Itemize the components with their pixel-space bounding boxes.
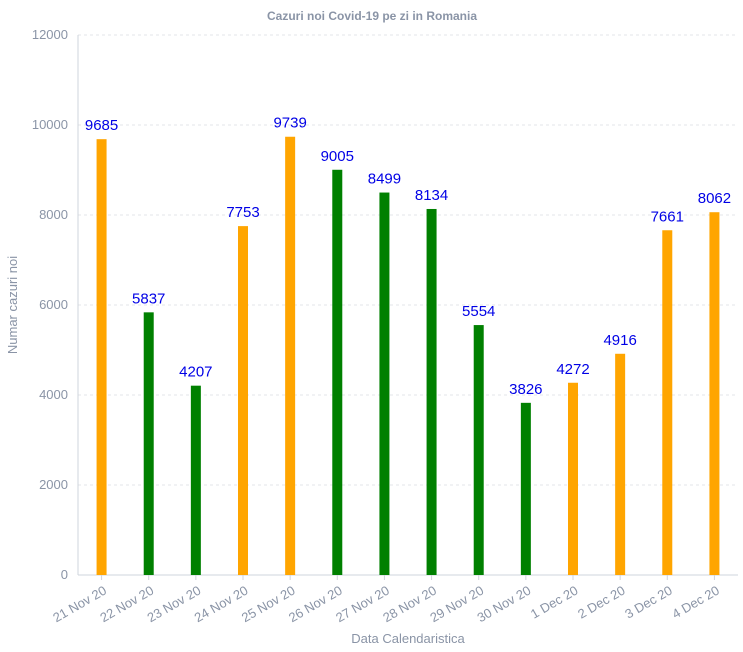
data-labels: 9685 5837 4207 7753 9739 9005 8499 8134 5554 3826… <box>85 115 731 398</box>
x-tick-label: 2 Dec 20 <box>575 583 628 622</box>
data-label: 8062 <box>698 190 731 207</box>
data-label: 9739 <box>273 115 306 132</box>
bar <box>96 139 107 576</box>
chart-title: Cazuri noi Covid-19 pe zi in Romania <box>267 9 477 23</box>
x-axis-title: Data Calendaristica <box>351 631 465 646</box>
data-label: 4207 <box>179 364 212 381</box>
data-label: 8134 <box>415 187 448 204</box>
bars <box>96 136 720 576</box>
bar <box>568 382 578 575</box>
data-label: 8499 <box>368 171 401 188</box>
y-tick-label: 2000 <box>39 477 68 492</box>
data-label: 7661 <box>651 208 684 225</box>
bar <box>190 385 201 575</box>
data-label: 9005 <box>321 148 354 165</box>
y-tick-label: 4000 <box>39 387 68 402</box>
data-label: 4272 <box>556 361 589 378</box>
x-tick-label: 30 Nov 20 <box>475 583 534 626</box>
bar <box>426 208 437 575</box>
data-label: 7753 <box>226 204 259 221</box>
data-label: 9685 <box>85 117 118 134</box>
data-label: 3826 <box>509 381 542 398</box>
bar <box>238 226 248 576</box>
y-tick-label: 6000 <box>39 297 68 312</box>
bar <box>709 212 720 575</box>
data-label: 4916 <box>603 332 636 349</box>
y-axis-title: Numar cazuri noi <box>5 256 20 354</box>
bar <box>143 312 154 575</box>
bar <box>662 230 673 575</box>
data-label: 5554 <box>462 303 495 320</box>
grid-layer <box>78 34 738 486</box>
y-tick-label: 0 <box>61 567 68 582</box>
x-tick-label: 4 Dec 20 <box>669 583 722 622</box>
bar <box>332 169 343 575</box>
x-tick-label: 1 Dec 20 <box>528 583 581 622</box>
bar <box>379 192 390 576</box>
bar <box>520 402 531 575</box>
data-label: 5837 <box>132 290 165 307</box>
x-tick-label: 3 Dec 20 <box>622 583 675 622</box>
y-tick-label: 10000 <box>32 117 68 132</box>
bar <box>285 136 296 575</box>
bar <box>473 325 484 575</box>
y-tick-label: 12000 <box>32 27 68 42</box>
bar <box>615 353 626 575</box>
y-axis: 0 2000 4000 6000 8000 10000 12000 <box>32 27 738 582</box>
y-tick-label: 8000 <box>39 207 68 222</box>
